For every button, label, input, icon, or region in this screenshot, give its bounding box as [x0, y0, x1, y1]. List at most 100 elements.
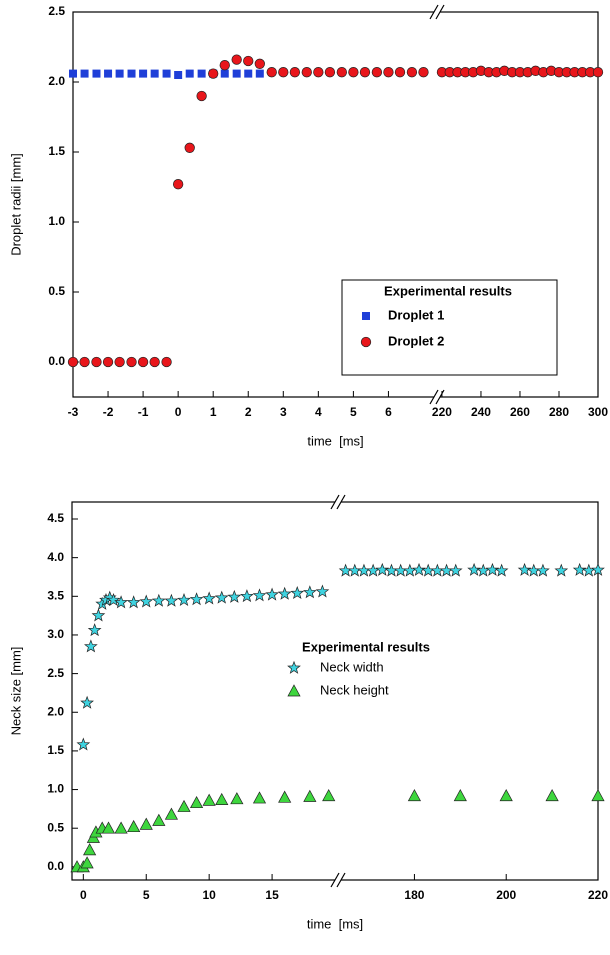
y-tick-label: 3.0	[47, 627, 64, 641]
data-point	[139, 69, 148, 78]
data-point	[545, 789, 559, 802]
y-tick-label: 0.5	[47, 820, 64, 834]
data-point	[252, 791, 267, 804]
data-point	[79, 356, 90, 368]
data-point	[126, 356, 137, 368]
data-point	[254, 58, 265, 69]
data-point	[485, 562, 500, 576]
data-point	[184, 142, 195, 153]
data-point	[150, 69, 159, 78]
data-point	[572, 562, 587, 576]
data-point	[220, 69, 229, 78]
legend-label: Droplet 1	[388, 307, 444, 322]
data-point	[208, 68, 219, 79]
data-point	[303, 789, 317, 802]
x-tick-label: 240	[471, 405, 491, 419]
plot-frame	[72, 11, 599, 398]
x-tick-label: 0	[80, 888, 87, 902]
data-point	[384, 563, 399, 577]
data-point	[467, 562, 481, 576]
data-point	[357, 563, 371, 577]
data-point	[265, 587, 279, 601]
data-point	[348, 67, 359, 78]
data-point	[301, 67, 312, 78]
data-point	[402, 563, 417, 577]
data-point	[177, 799, 191, 812]
data-point	[230, 792, 244, 805]
y-tick-label: 0.0	[47, 859, 64, 873]
data-point	[554, 563, 569, 577]
data-point	[591, 562, 605, 576]
data-point	[92, 69, 101, 78]
x-tick-label: -1	[138, 405, 149, 419]
data-point	[162, 69, 171, 78]
y-tick-label: 4.0	[47, 550, 64, 564]
x-tick-label: 220	[588, 888, 608, 902]
data-point	[375, 562, 390, 576]
y-tick-label: 1.5	[48, 144, 65, 158]
data-point	[102, 356, 114, 368]
data-point	[302, 585, 317, 599]
axis-break-mark	[330, 494, 340, 510]
x-tick-label: -3	[68, 405, 79, 419]
y-tick-label: 2.0	[47, 704, 64, 718]
axis-break-mark	[336, 872, 346, 888]
axis-break-mark	[336, 494, 346, 510]
data-point	[336, 67, 347, 78]
axis-break-gap	[335, 499, 341, 505]
x-axis-label: time [ms]	[307, 433, 363, 448]
data-point	[406, 67, 418, 78]
data-point	[137, 356, 149, 368]
data-point	[232, 69, 241, 78]
data-point	[164, 807, 179, 820]
axis-break-gap	[434, 9, 440, 15]
data-point	[526, 563, 541, 577]
data-point	[536, 563, 550, 577]
y-tick-label: 1.0	[47, 782, 64, 796]
data-point	[215, 792, 229, 805]
data-point	[418, 67, 429, 78]
y-axis-label: Droplet radii [mm]	[8, 153, 23, 256]
y-tick-label: 1.5	[47, 743, 64, 757]
data-point	[517, 562, 532, 576]
data-point	[101, 821, 116, 834]
data-point	[289, 67, 301, 78]
data-point	[338, 563, 353, 577]
legend-marker	[362, 312, 370, 320]
data-point	[87, 623, 102, 637]
x-tick-label: 2	[245, 405, 252, 419]
x-tick-label: 15	[265, 888, 279, 902]
x-tick-label: 1	[210, 405, 217, 419]
data-point	[591, 789, 605, 802]
data-point	[231, 54, 242, 65]
data-point	[106, 592, 121, 607]
data-point	[315, 584, 330, 598]
data-point	[80, 69, 89, 78]
data-point	[185, 69, 194, 78]
data-point	[139, 817, 153, 830]
x-tick-label: -2	[103, 405, 114, 419]
data-point	[394, 67, 406, 78]
data-point	[290, 586, 305, 600]
axis-break-gap	[434, 394, 440, 400]
y-tick-label: 2.0	[48, 74, 65, 88]
data-point	[430, 563, 445, 577]
x-tick-label: 180	[404, 888, 424, 902]
legend-label: Droplet 2	[388, 333, 444, 348]
data-point	[126, 595, 141, 609]
data-point	[114, 356, 125, 368]
data-point	[453, 789, 467, 802]
y-tick-label: 4.5	[47, 511, 64, 525]
x-tick-label: 6	[385, 405, 392, 419]
x-tick-label: 5	[143, 888, 150, 902]
data-point	[91, 356, 102, 368]
axis-break-mark	[429, 4, 439, 20]
legend-marker	[287, 660, 301, 674]
y-tick-label: 2.5	[48, 4, 65, 18]
data-point	[80, 856, 94, 869]
x-tick-label: 260	[510, 405, 530, 419]
legend-label: Neck height	[320, 682, 389, 697]
data-point	[164, 593, 179, 607]
data-point	[266, 67, 277, 78]
